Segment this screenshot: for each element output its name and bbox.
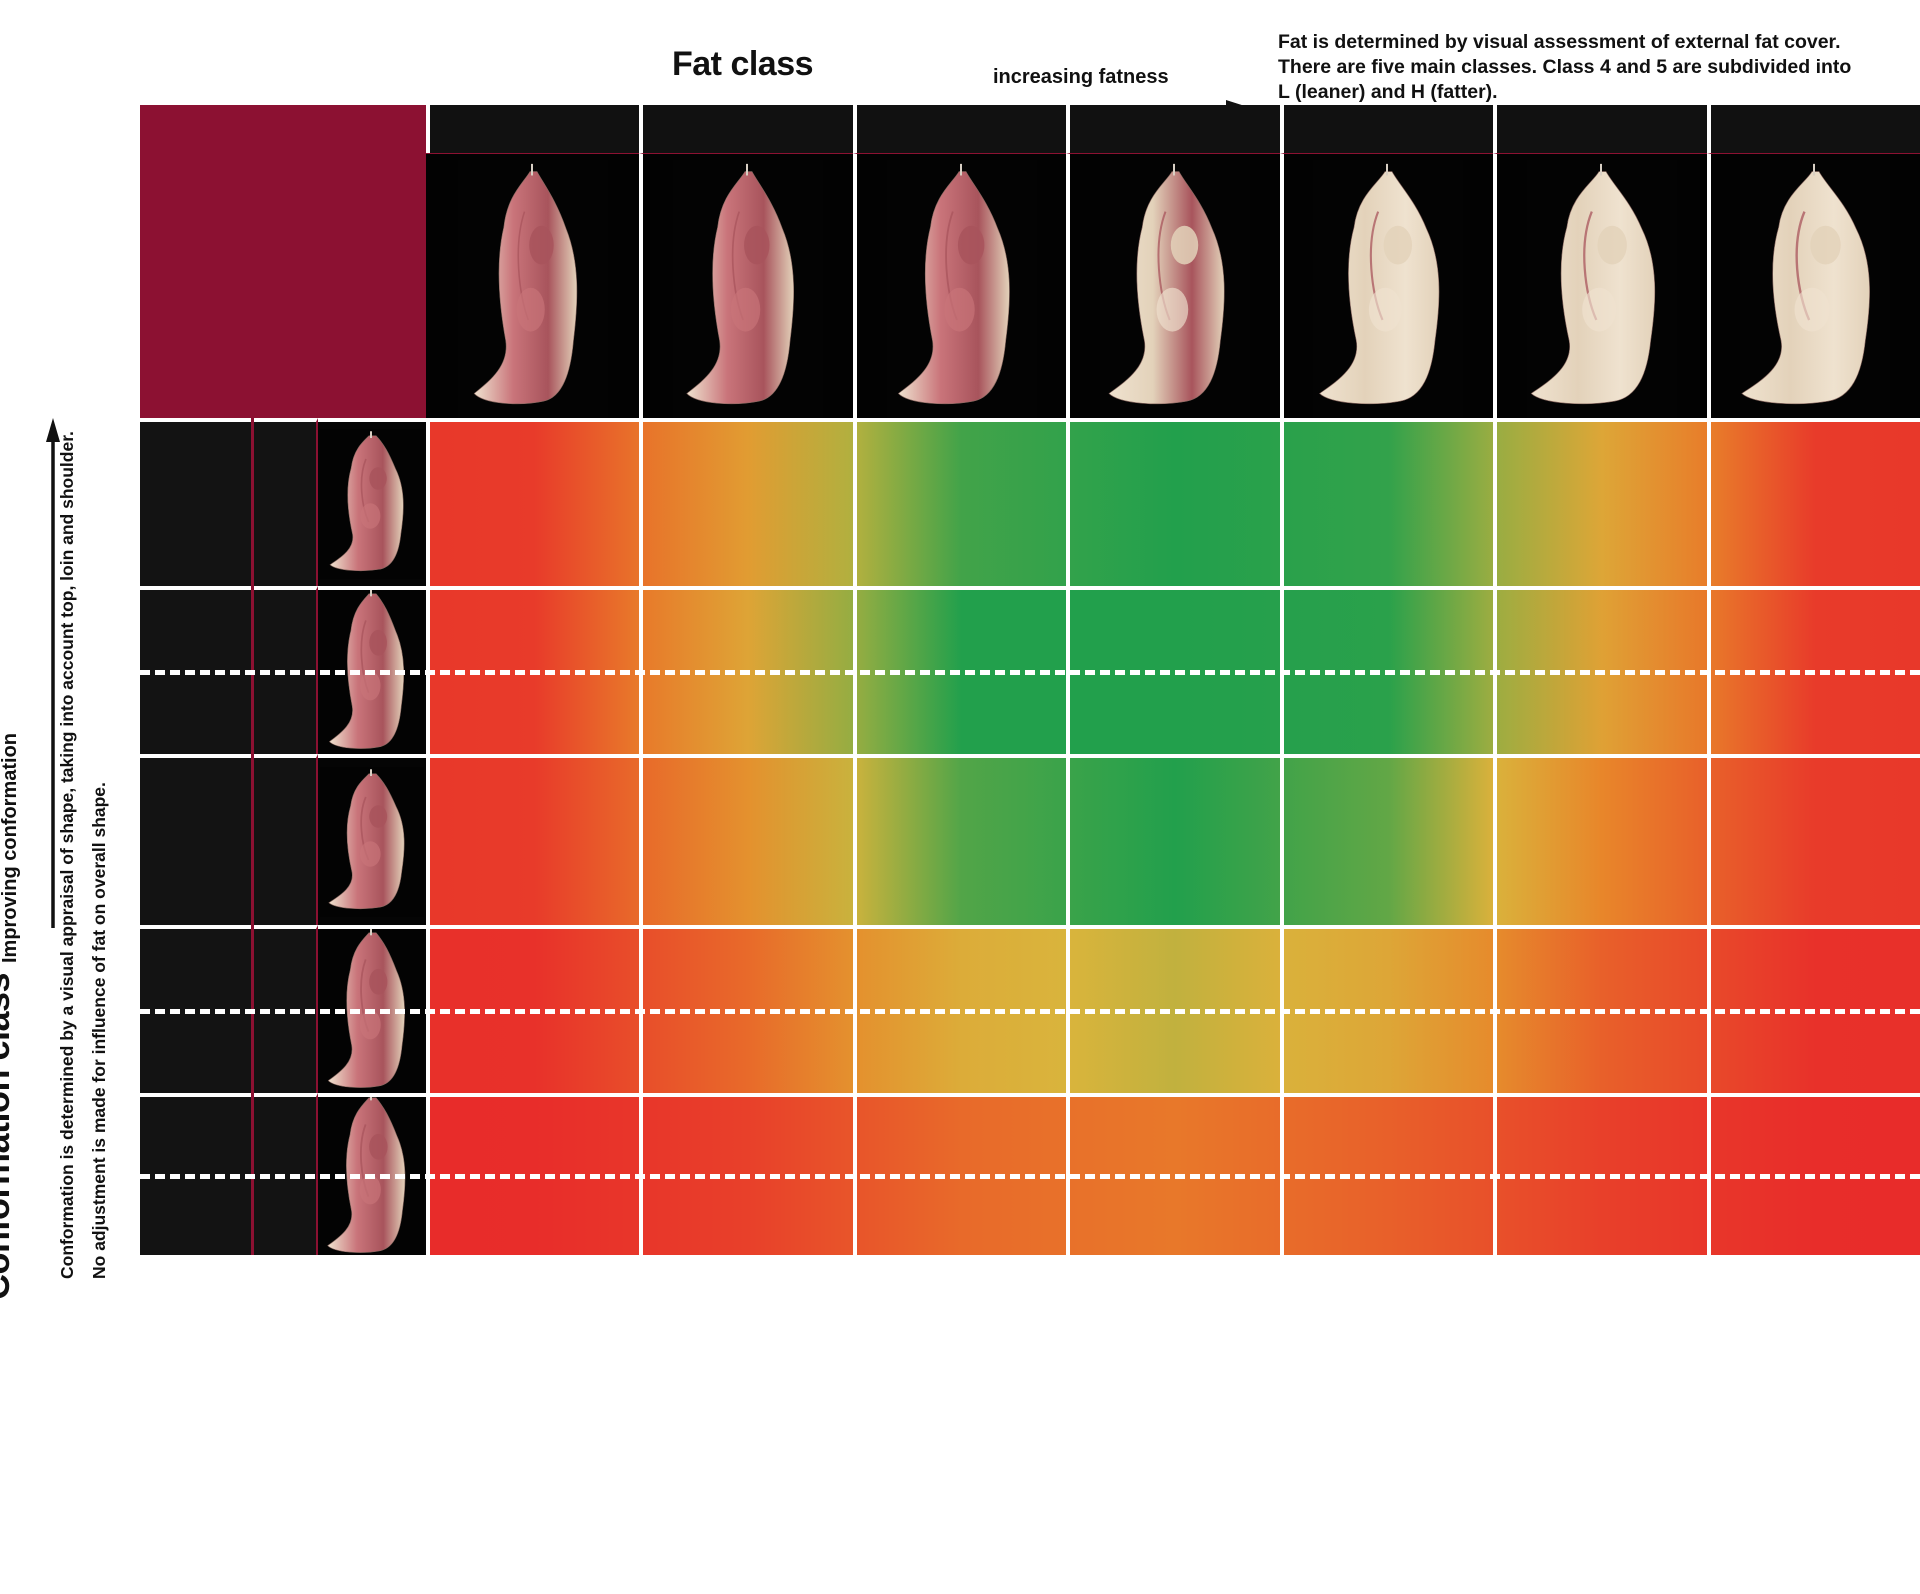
fat-note-line-2: There are five main classes. Class 4 and… bbox=[1278, 56, 1852, 78]
c4 bbox=[320, 1097, 424, 1255]
heat-cell-P+-P-4H[interactable] bbox=[1279, 1093, 1494, 1255]
heat-cell-O+-O-4L[interactable] bbox=[1066, 925, 1280, 1093]
heat-cell-U+-U-2[interactable] bbox=[639, 586, 853, 754]
heat-cell-O+-O-3[interactable] bbox=[852, 925, 1067, 1093]
conformation-class-title: Conformation class bbox=[0, 972, 17, 1300]
heat-cell-P+-P-5H[interactable] bbox=[1706, 1093, 1920, 1255]
heat-cell-O+-O-2[interactable] bbox=[639, 925, 853, 1093]
heat-cell-P+-P-3[interactable] bbox=[852, 1093, 1067, 1255]
f1 bbox=[673, 160, 824, 418]
fat-class-title: Fat class bbox=[672, 45, 814, 83]
heat-cell-O+-O-5H[interactable] bbox=[1706, 925, 1920, 1093]
increasing-fatness-label: increasing fatness bbox=[993, 66, 1169, 88]
classification-matrix bbox=[140, 105, 1920, 1255]
f2 bbox=[886, 160, 1037, 418]
conformation-row-label-0[interactable] bbox=[140, 418, 318, 586]
photo-row-corner bbox=[140, 153, 426, 418]
carcase-photo-fat-5H bbox=[1706, 153, 1920, 418]
f3 bbox=[1099, 160, 1250, 418]
improving-conformation-arrow-icon bbox=[46, 418, 60, 928]
conformation-row-label-3[interactable] bbox=[140, 925, 318, 1093]
heat-cell-U+-U-4H[interactable] bbox=[1279, 586, 1494, 754]
heat-cell-E-3[interactable] bbox=[852, 418, 1067, 586]
fat-note-line-3: L (leaner) and H (fatter). bbox=[1278, 81, 1498, 103]
heat-cell-R-3[interactable] bbox=[852, 754, 1067, 925]
conformation-row-label-4[interactable] bbox=[140, 1093, 318, 1255]
heat-cell-R-4H[interactable] bbox=[1279, 754, 1494, 925]
heat-cell-U+-U-4L[interactable] bbox=[1066, 586, 1280, 754]
heat-cell-O+-O-5L[interactable] bbox=[1493, 925, 1707, 1093]
fat-note-line-1: Fat is determined by visual assessment o… bbox=[1278, 31, 1841, 53]
heat-cell-E-4H[interactable] bbox=[1279, 418, 1494, 586]
heat-cell-P+-P-2[interactable] bbox=[639, 1093, 853, 1255]
carcase-photo-conf-U bbox=[318, 586, 426, 754]
carcase-photo-fat-1 bbox=[426, 153, 640, 418]
fat-class-header-4H[interactable] bbox=[1279, 105, 1494, 153]
heat-cell-O+-O-4H[interactable] bbox=[1279, 925, 1494, 1093]
f5 bbox=[1526, 160, 1677, 418]
f4 bbox=[1313, 160, 1464, 418]
heat-cell-R-2[interactable] bbox=[639, 754, 853, 925]
fat-class-header-5H[interactable] bbox=[1706, 105, 1920, 153]
heat-cell-U+-U-3[interactable] bbox=[852, 586, 1067, 754]
f0 bbox=[457, 160, 608, 418]
heat-cell-U+-U-1[interactable] bbox=[426, 586, 640, 754]
heat-cell-E-4L[interactable] bbox=[1066, 418, 1280, 586]
heat-cell-R-1[interactable] bbox=[426, 754, 640, 925]
heat-cell-R-5L[interactable] bbox=[1493, 754, 1707, 925]
conformation-row-label-2[interactable] bbox=[140, 754, 318, 925]
heat-cell-R-4L[interactable] bbox=[1066, 754, 1280, 925]
heat-cell-E-2[interactable] bbox=[639, 418, 853, 586]
carcase-photo-conf-O bbox=[318, 925, 426, 1093]
heat-cell-E-5H[interactable] bbox=[1706, 418, 1920, 586]
carcase-photo-fat-4H bbox=[1279, 153, 1494, 418]
conformation-row-label-1[interactable] bbox=[140, 586, 318, 754]
heat-cell-E-1[interactable] bbox=[426, 418, 640, 586]
carcase-photo-fat-5L bbox=[1493, 153, 1707, 418]
carcase-photo-fat-3 bbox=[852, 153, 1067, 418]
conformation-description-line-1: Conformation is determined by a visual a… bbox=[57, 431, 77, 1279]
carcase-photo-conf-R bbox=[318, 754, 426, 925]
heat-cell-O+-O-1[interactable] bbox=[426, 925, 640, 1093]
heat-cell-P+-P-5L[interactable] bbox=[1493, 1093, 1707, 1255]
heat-cell-P+-P-4L[interactable] bbox=[1066, 1093, 1280, 1255]
fat-class-header-3[interactable] bbox=[852, 105, 1067, 153]
carcase-photo-fat-2 bbox=[639, 153, 853, 418]
carcase-photo-fat-4L bbox=[1066, 153, 1280, 418]
matrix-corner-header bbox=[140, 105, 426, 153]
heat-cell-U+-U-5H[interactable] bbox=[1706, 586, 1920, 754]
heat-cell-P+-P-1[interactable] bbox=[426, 1093, 640, 1255]
fat-class-header-1[interactable] bbox=[426, 105, 640, 153]
c2 bbox=[320, 766, 424, 917]
c3 bbox=[320, 929, 424, 1093]
f6 bbox=[1740, 160, 1891, 418]
heat-cell-R-5H[interactable] bbox=[1706, 754, 1920, 925]
conformation-description-line-2: No adjustment is made for influence of f… bbox=[89, 782, 109, 1279]
fat-class-header-2[interactable] bbox=[639, 105, 853, 153]
carcase-photo-conf-P bbox=[318, 1093, 426, 1255]
heat-cell-E-5L[interactable] bbox=[1493, 418, 1707, 586]
c0 bbox=[320, 429, 424, 579]
fat-class-header-4L[interactable] bbox=[1066, 105, 1280, 153]
c1 bbox=[320, 590, 424, 754]
fat-class-header-5L[interactable] bbox=[1493, 105, 1707, 153]
improving-conformation-label: Improving conformation bbox=[0, 733, 21, 963]
fat-class-description: Fat is determined by visual assessment o… bbox=[1278, 30, 1918, 105]
heat-cell-U+-U-5L[interactable] bbox=[1493, 586, 1707, 754]
carcase-photo-conf-E bbox=[318, 418, 426, 586]
